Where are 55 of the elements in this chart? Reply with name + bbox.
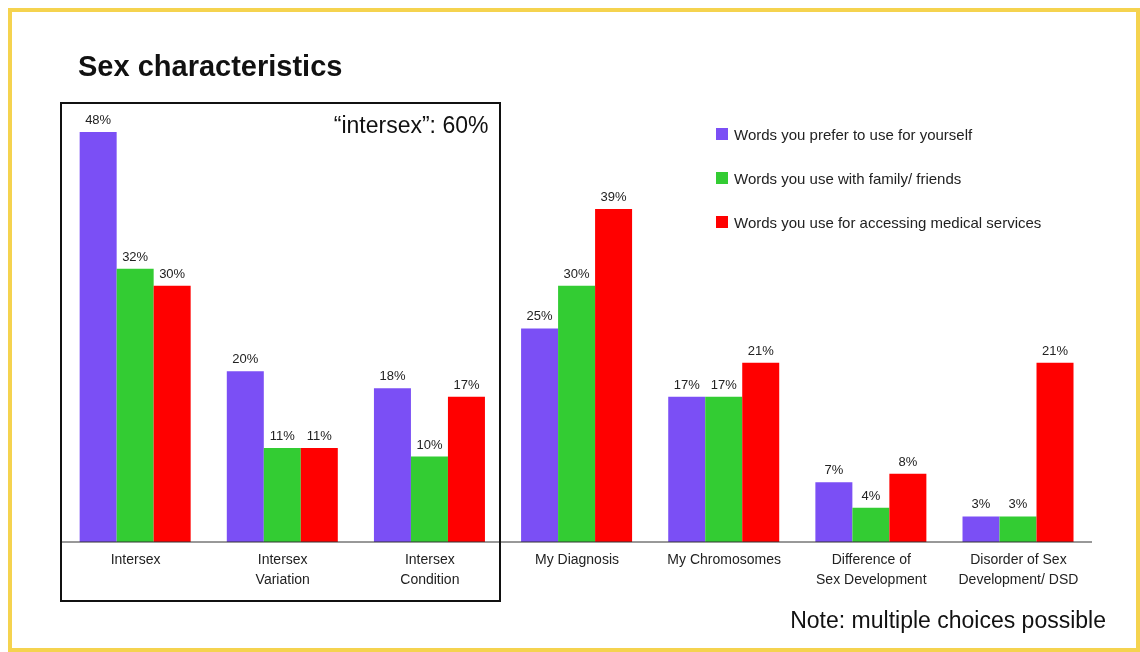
data-label: 4%	[861, 487, 881, 503]
x-tick-label: My Chromosomes	[667, 551, 781, 567]
annotation: “intersex”: 60%	[332, 112, 489, 139]
data-label: 10%	[416, 436, 443, 452]
bar	[558, 285, 596, 542]
data-label: 17%	[453, 376, 480, 392]
data-label: 3%	[971, 496, 991, 512]
bar	[300, 448, 338, 542]
legend-label: Words you use with family/ friends	[734, 169, 962, 187]
data-label: 7%	[824, 462, 844, 478]
x-tick-label: Difference of Sex Development	[816, 551, 927, 587]
x-tick-label: Intersex	[110, 551, 161, 567]
data-label: 21%	[747, 342, 775, 358]
bar	[373, 388, 411, 542]
data-label: 17%	[673, 376, 701, 392]
bar	[595, 208, 633, 542]
data-label: 3%	[1008, 496, 1028, 512]
chart-title: Sex characteristics	[78, 50, 343, 83]
bar	[447, 396, 485, 542]
text: Note: multiple choices possible	[790, 607, 1106, 634]
legend-label: Words you use for accessing medical services	[734, 213, 1042, 231]
bar	[668, 396, 706, 542]
bar	[521, 328, 559, 542]
data-label: 30%	[159, 265, 186, 281]
data-label: 32%	[122, 248, 149, 264]
data-label: 18%	[379, 368, 406, 384]
data-label: 30%	[563, 265, 591, 281]
bar	[1036, 362, 1074, 542]
bar	[116, 268, 154, 542]
legend-label: Words you prefer to use for yourself	[734, 125, 973, 143]
x-tick-label: Disorder of Sex Development/ DSD	[958, 551, 1079, 587]
data-label: 20%	[232, 351, 259, 367]
data-label: 17%	[710, 376, 738, 392]
bar	[962, 516, 1000, 542]
bar	[153, 285, 191, 542]
bar	[889, 473, 927, 542]
data-label: 25%	[526, 308, 554, 324]
data-label: 8%	[898, 453, 918, 469]
bar	[410, 456, 448, 542]
bar	[815, 482, 853, 542]
bar	[999, 516, 1037, 542]
bar	[705, 396, 743, 542]
x-tick-label: Intersex Variation	[255, 551, 310, 587]
data-label: 48%	[85, 112, 112, 127]
x-tick-label: My Diagnosis	[534, 551, 620, 567]
data-label: 11%	[306, 428, 333, 444]
bar	[226, 371, 264, 542]
bar	[852, 507, 890, 542]
data-label: 21%	[1042, 342, 1069, 358]
data-label: 39%	[600, 188, 628, 204]
bar	[263, 448, 301, 542]
bar	[742, 362, 780, 542]
x-tick-label: Intersex Condition	[400, 551, 460, 587]
data-label: 11%	[269, 428, 296, 444]
bar	[79, 132, 117, 542]
